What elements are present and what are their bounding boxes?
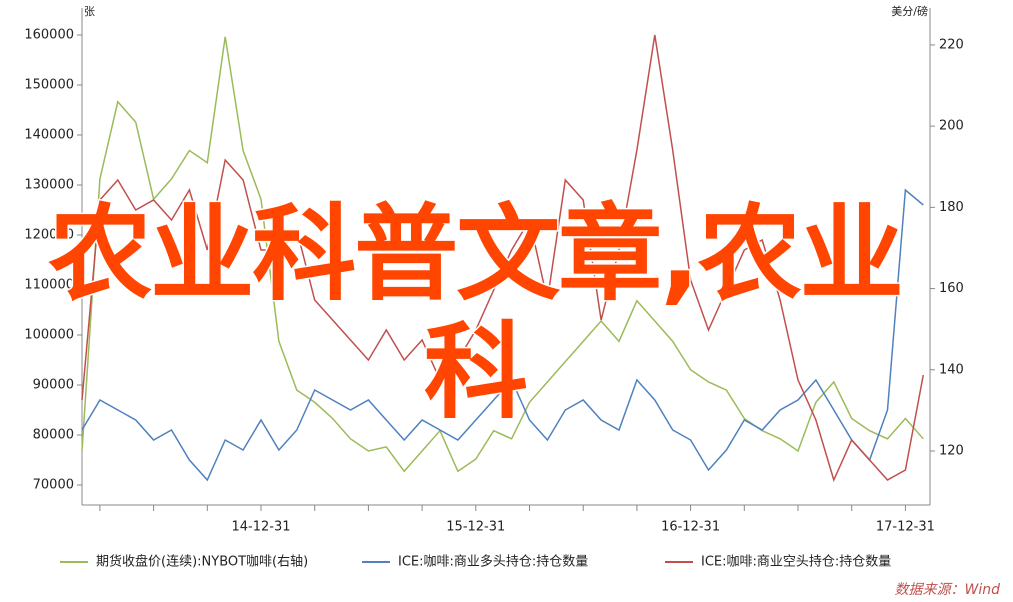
y-tick-label: 110000 [24,278,74,293]
x-tick-label: 17-12-31 [876,520,935,535]
y-tick-label: 100000 [24,328,74,343]
y2-tick-label: 180 [939,200,964,215]
legend-label: ICE:咖啡:商业空头持仓:持仓数量 [701,555,891,570]
y-tick-label: 160000 [24,28,74,43]
y2-tick-label: 220 [939,37,964,52]
x-tick-label: 15-12-31 [446,520,505,535]
series-line [81,188,924,482]
y2-tick-label: 200 [939,119,964,134]
y-tick-label: 150000 [24,78,74,93]
y-tick-label: 70000 [33,478,74,493]
source: 数据来源：Wind [895,582,1001,598]
series-line [81,36,924,473]
y2-axis-label: 美分/磅 [891,4,928,18]
y2-tick-label: 160 [939,281,964,296]
legend-label: ICE:咖啡:商业多头持仓:持仓数量 [398,554,588,570]
y-tick-label: 120000 [24,228,74,243]
x-tick-label: 14-12-31 [231,520,290,535]
y-tick-label: 130000 [24,178,74,193]
x-tick-label: 16-12-31 [661,520,720,535]
legend-label: 期货收盘价(连续):NYBOT咖啡(右轴) [96,554,308,570]
y-tick-label: 140000 [24,128,74,143]
y-tick-label: 90000 [33,378,74,393]
series-line [81,34,925,483]
y-axis-label: 张 [84,5,95,18]
y-tick-label: 80000 [33,428,74,443]
y2-tick-label: 120 [939,443,964,458]
y2-tick-label: 140 [939,362,964,377]
overlay-text: 农业科普文章,农业科 [47,193,906,433]
